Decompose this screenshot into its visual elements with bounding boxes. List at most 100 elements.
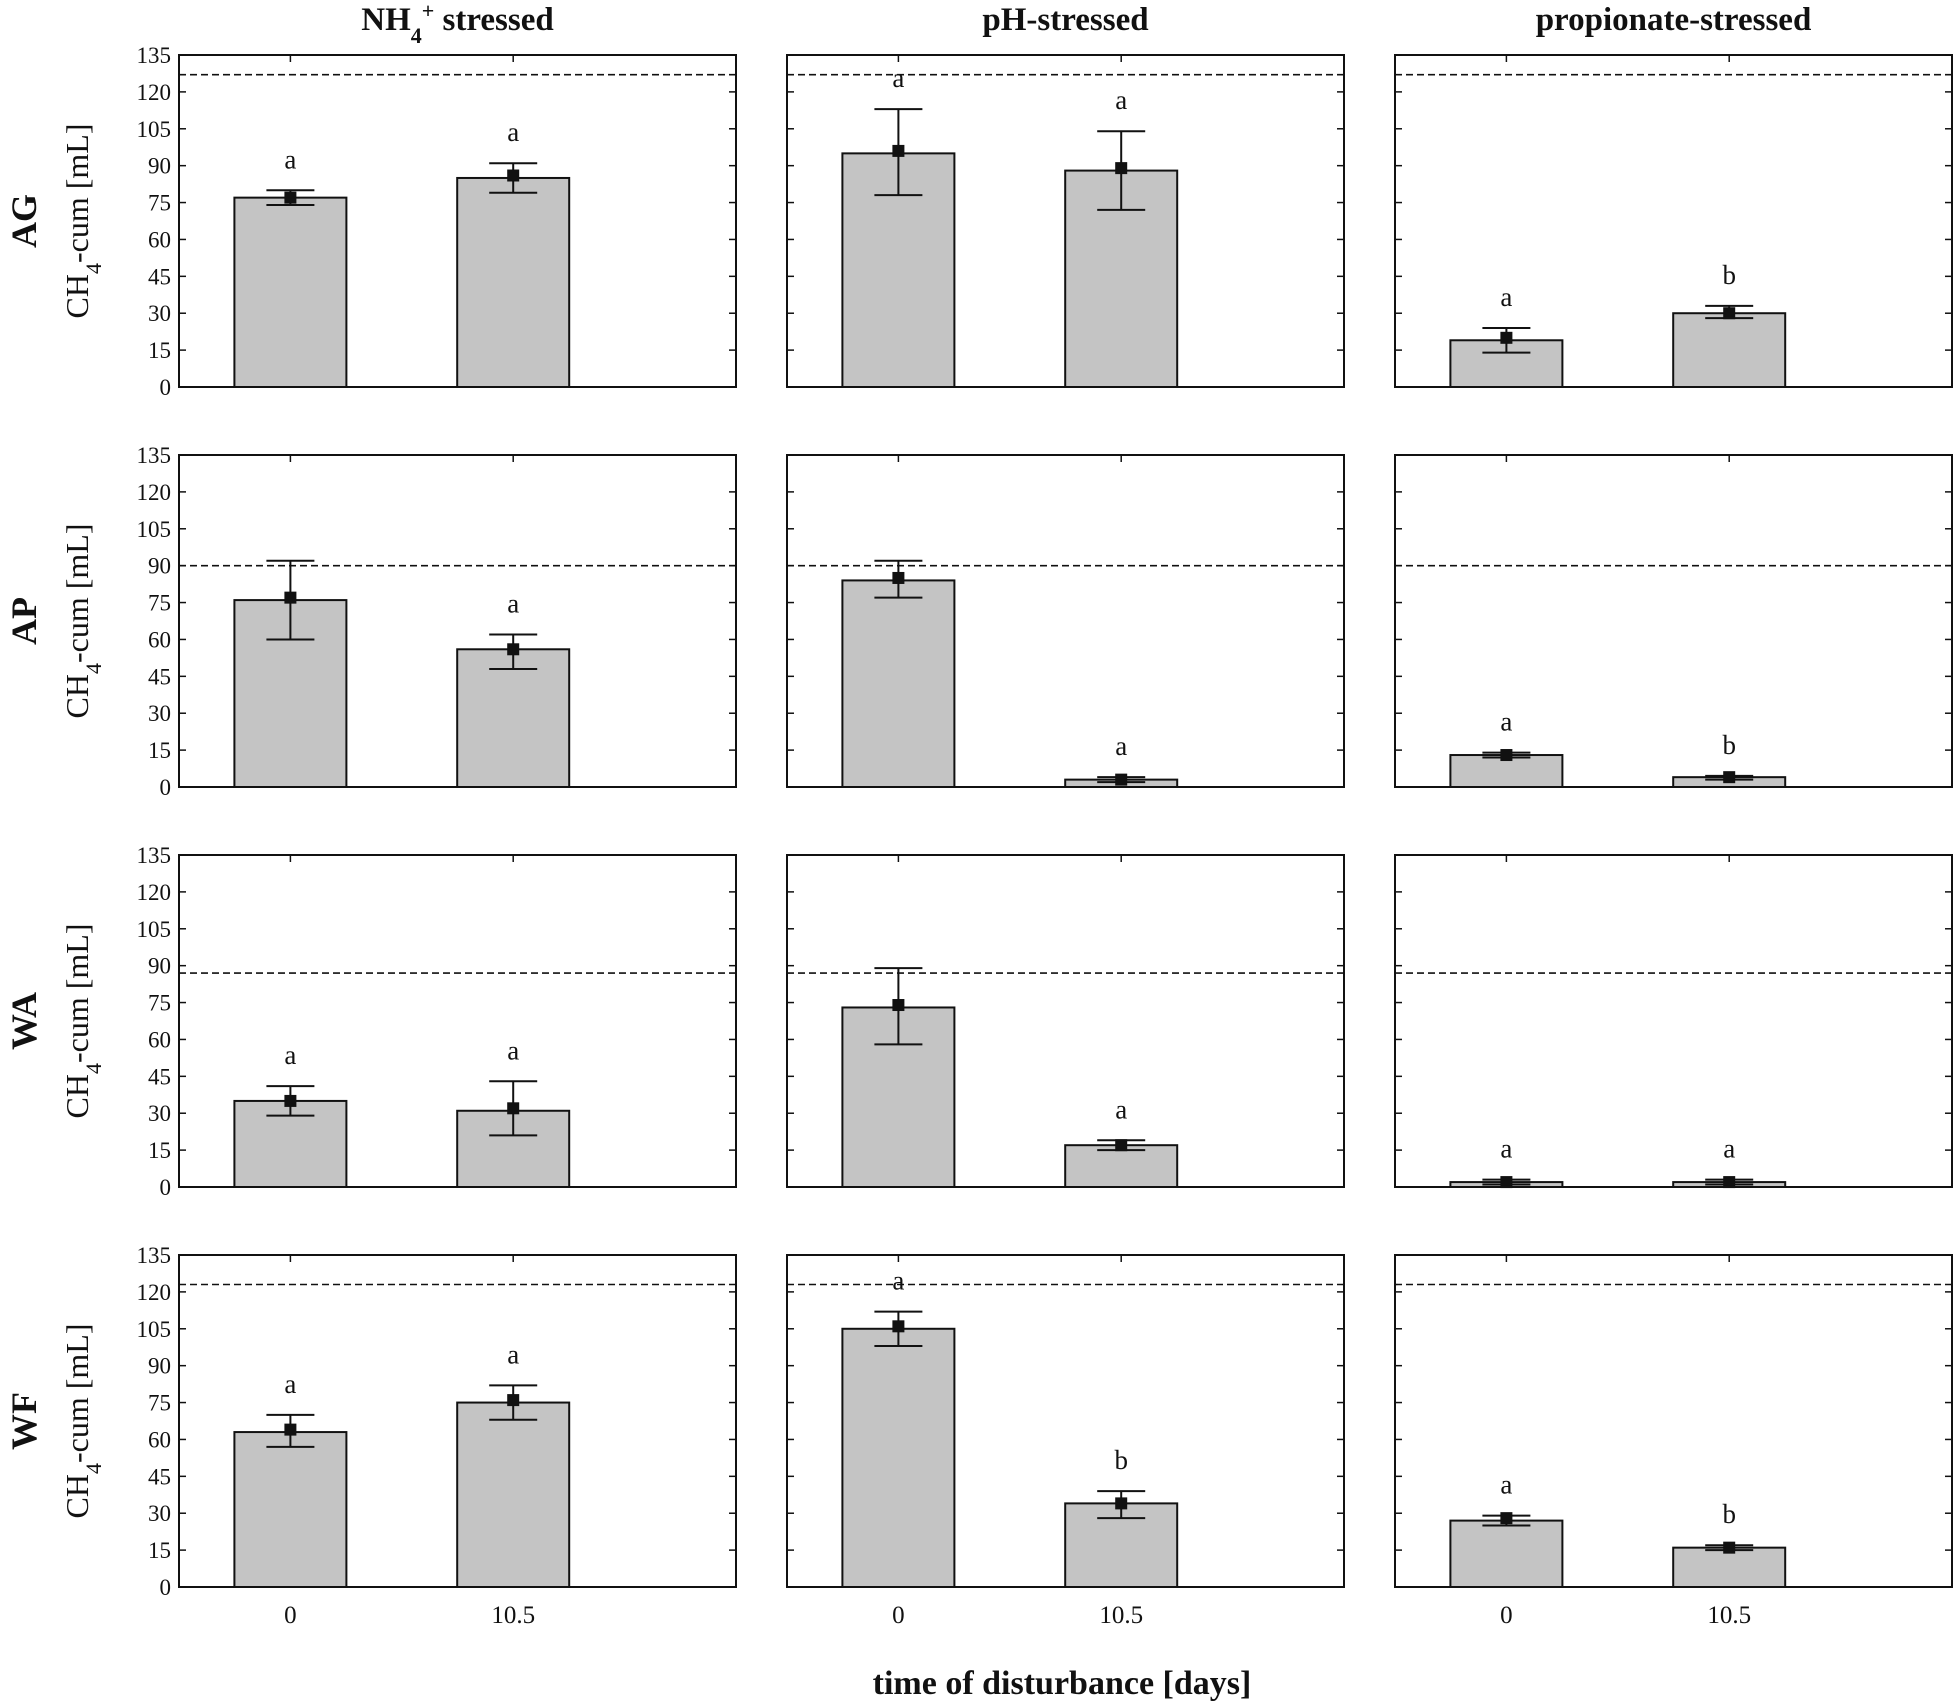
y-tick-label: 45	[148, 1064, 171, 1089]
panel-ag-nh4: 0 15 30 45 60 75 90 105 120 135 a a	[137, 43, 737, 400]
mean-marker	[1500, 1512, 1513, 1525]
y-axis-label: CH4-cum [mL]	[59, 1324, 106, 1519]
y-tick-label: 30	[148, 1501, 171, 1526]
y-tick-label: 15	[148, 338, 171, 363]
y-tick-label: 45	[148, 264, 171, 289]
mean-marker	[284, 591, 297, 604]
panel-ap-propionate: ab	[1394, 454, 1953, 789]
mean-marker	[1115, 162, 1128, 175]
panel-wf-ph: a b 0 10.5	[786, 1254, 1345, 1629]
y-tick-label: 120	[137, 1280, 172, 1305]
column-title-propionate: propionate-stressed	[1536, 2, 1812, 38]
significance-letter: a	[507, 117, 519, 147]
column-title-ph: pH-stressed	[982, 2, 1148, 38]
y-tick-label: 15	[148, 738, 171, 763]
y-axis-label-main: CH	[59, 1074, 95, 1118]
significance-letter: a	[892, 63, 904, 93]
y-axis-label-rest: -cum [mL]	[59, 924, 95, 1064]
x-axis-title: time of disturbance [days]	[873, 1665, 1252, 1702]
y-axis-label-main: CH	[59, 274, 95, 318]
mean-marker	[1723, 1176, 1736, 1189]
bar	[233, 1431, 348, 1588]
y-tick-label: 0	[160, 775, 172, 800]
y-tick-label: 60	[148, 1027, 171, 1052]
y-tick-label: 90	[148, 1354, 171, 1379]
y-axis-label-subscript: 4	[81, 663, 106, 674]
x-tick-label: 10.5	[1099, 1602, 1143, 1629]
mean-marker	[1500, 1176, 1513, 1189]
significance-letter: b	[1722, 260, 1736, 290]
significance-letter: a	[284, 144, 296, 174]
mean-marker	[1500, 749, 1513, 762]
y-tick-label: 60	[148, 227, 171, 252]
panel-ap-nh4: 0 15 30 45 60 75 90 105 120 135 a	[137, 443, 737, 800]
significance-letter: a	[1115, 1094, 1127, 1124]
bar	[456, 648, 571, 789]
y-tick-label: 0	[160, 1175, 172, 1200]
y-axis-label-subscript: 4	[81, 263, 106, 274]
mean-marker	[892, 1320, 905, 1333]
row-label-ap: AP	[4, 597, 44, 645]
y-tick-label: 30	[148, 701, 171, 726]
mean-marker	[1115, 1497, 1128, 1510]
y-tick-label: 60	[148, 1427, 171, 1452]
y-tick-label: 135	[137, 443, 172, 468]
x-tick-label: 0	[284, 1602, 297, 1629]
significance-letter: a	[284, 1040, 296, 1070]
y-tick-label: 75	[148, 191, 171, 216]
bar	[456, 1401, 571, 1588]
mean-marker	[892, 571, 905, 584]
significance-letter: b	[1722, 1499, 1736, 1529]
mean-marker	[1500, 331, 1513, 344]
significance-letter: a	[1500, 1134, 1512, 1164]
panel-frame	[1394, 454, 1953, 788]
y-tick-label: 0	[160, 1575, 172, 1600]
y-axis-label-rest: -cum [mL]	[59, 1324, 95, 1464]
significance-letter: a	[1115, 731, 1127, 761]
y-tick-label: 45	[148, 664, 171, 689]
significance-letter: b	[1722, 730, 1736, 760]
significance-letter: a	[1500, 707, 1512, 737]
mean-marker	[1115, 773, 1128, 786]
row-label-wa: WA	[4, 992, 44, 1050]
y-tick-label: 105	[137, 917, 172, 942]
panel-ag-ph: aa	[786, 54, 1345, 388]
panel-ap-ph: a	[786, 454, 1345, 789]
mean-marker	[1723, 307, 1736, 320]
significance-letter: a	[507, 1339, 519, 1369]
bar	[233, 196, 348, 388]
y-tick-label: 105	[137, 517, 172, 542]
y-tick-label: 60	[148, 627, 171, 652]
bar	[456, 176, 571, 388]
significance-letter: b	[1114, 1445, 1128, 1475]
y-axis-label-main: CH	[59, 674, 95, 718]
column-title-main: pH-stressed	[982, 2, 1148, 38]
y-tick-label: 135	[137, 43, 172, 68]
mean-marker	[1115, 1139, 1128, 1152]
x-tick-label: 10.5	[491, 1602, 535, 1629]
significance-letter: a	[1115, 85, 1127, 115]
bar	[841, 1327, 956, 1589]
mean-marker	[892, 144, 905, 157]
significance-letter: a	[892, 1266, 904, 1296]
panel-wf-nh4: 0 15 30 45 60 75 90 105 120 135 a a 0 10.5	[137, 1243, 737, 1629]
column-title-subscript: 4	[411, 23, 422, 48]
x-tick-label: 10.5	[1707, 1602, 1751, 1629]
y-tick-label: 75	[148, 991, 171, 1016]
y-tick-label: 75	[148, 591, 171, 616]
panel-ag-propionate: ab	[1394, 54, 1953, 389]
y-tick-label: 105	[137, 1317, 172, 1342]
row-label-ag: AG	[4, 194, 44, 248]
y-tick-label: 15	[148, 1538, 171, 1563]
significance-letter: a	[1500, 1470, 1512, 1500]
mean-marker	[507, 1394, 520, 1407]
significance-letter: a	[1723, 1134, 1735, 1164]
mean-marker	[1723, 1541, 1736, 1554]
mean-marker	[507, 169, 520, 182]
y-tick-label: 120	[137, 80, 172, 105]
row-label-wf: WF	[4, 1392, 44, 1450]
mean-marker	[1723, 771, 1736, 784]
mean-marker	[892, 999, 905, 1012]
bar	[1672, 312, 1787, 389]
